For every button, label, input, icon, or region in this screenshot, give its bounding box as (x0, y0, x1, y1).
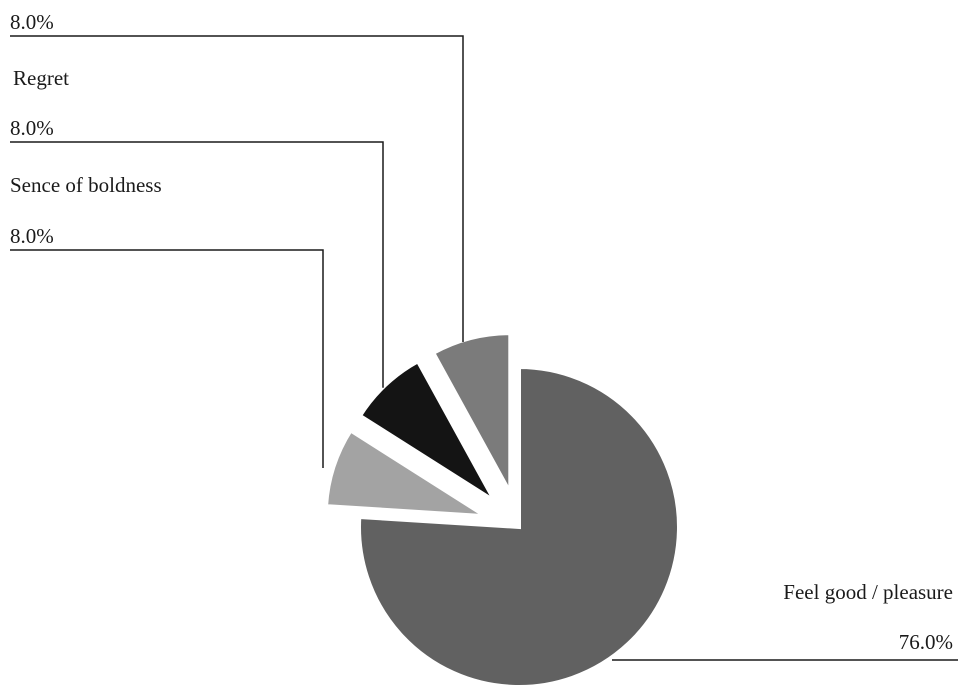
pie-slice-3 (430, 331, 513, 495)
slice-name-label-2: Regret (13, 66, 69, 90)
leader-line-2 (10, 141, 384, 388)
slice-value-label-2: 8.0% (10, 116, 54, 140)
pie-slice-1 (323, 427, 487, 519)
slice-name-label-0: Feel good / pleasure (783, 580, 953, 604)
pie-slice-0 (357, 364, 681, 689)
slice-value-label-0: 76.0% (898, 630, 953, 654)
leader-line-1 (10, 249, 324, 468)
slice-value-label-3: 8.0% (10, 10, 54, 34)
slice-name-label-1: Sence of boldness (10, 173, 162, 197)
leader-line-3 (10, 35, 464, 343)
slice-value-label-1: 8.0% (10, 224, 54, 248)
pie-slice-2 (357, 358, 497, 504)
